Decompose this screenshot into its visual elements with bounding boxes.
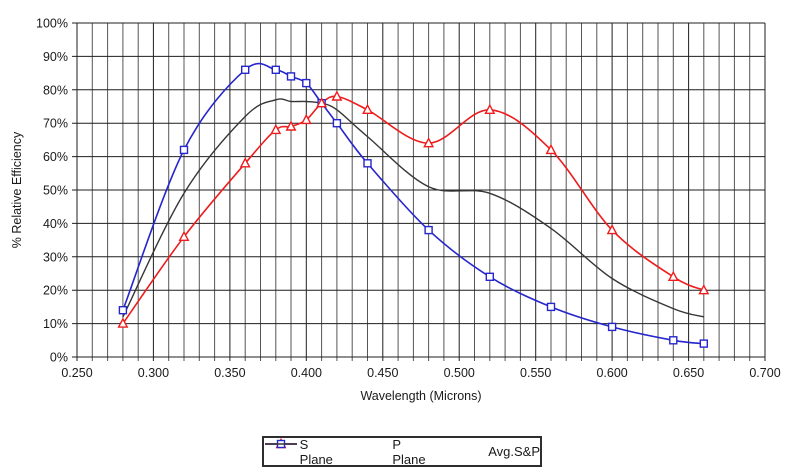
square-marker-icon: [669, 336, 678, 345]
triangle-marker-icon: [545, 143, 557, 155]
triangle-marker-icon: [270, 123, 282, 135]
x-tick-label: 0.300: [138, 366, 169, 380]
y-tick-label: 0%: [50, 351, 68, 365]
triangle-marker-icon: [362, 103, 373, 114]
y-tick-label: 90%: [43, 50, 68, 64]
legend-label-avg: Avg.S&P: [488, 444, 540, 459]
y-tick-label: 40%: [43, 217, 68, 231]
y-tick-label: 10%: [43, 317, 68, 331]
triangle-marker-icon: [117, 317, 129, 328]
legend: S Plane P Plane Avg.S&P: [262, 436, 542, 467]
x-tick-label: 0.550: [520, 366, 551, 380]
triangle-marker-icon: [667, 270, 679, 281]
y-tick-label: 60%: [43, 150, 68, 164]
y-tick-label: 20%: [43, 284, 68, 298]
square-marker-icon: [286, 72, 296, 81]
square-marker-icon: [179, 145, 189, 155]
x-tick-label: 0.250: [61, 366, 92, 380]
legend-item-avg: Avg.S&P: [265, 443, 540, 459]
triangle-marker-icon: [331, 90, 343, 101]
y-tick-label: 50%: [43, 184, 68, 198]
triangle-marker-icon: [423, 137, 435, 148]
x-tick-label: 0.650: [673, 366, 704, 380]
square-marker-icon: [363, 159, 372, 168]
x-tick-label: 0.700: [749, 366, 780, 380]
triangle-marker-icon: [300, 113, 312, 125]
p-plane-marker-icon: [265, 439, 388, 458]
square-marker-icon: [332, 118, 342, 128]
triangle-marker-icon: [316, 97, 328, 108]
square-marker-icon: [699, 339, 708, 348]
x-tick-label: 0.600: [596, 366, 627, 380]
square-marker-icon: [271, 65, 280, 75]
x-axis-title: Wavelength (Microns): [360, 389, 482, 403]
legend-label-p-plane: P Plane: [392, 436, 426, 467]
x-tick-label: 0.400: [291, 366, 322, 380]
square-marker-icon: [240, 65, 250, 75]
y-tick-label: 30%: [43, 250, 68, 264]
y-tick-label: 70%: [43, 117, 68, 131]
legend-label-s-plane: S Plane: [299, 436, 333, 467]
square-marker-icon: [302, 78, 311, 88]
square-marker-icon: [118, 306, 128, 315]
y-tick-label: 80%: [43, 83, 68, 97]
square-marker-icon: [424, 225, 433, 235]
avg-line-icon: [265, 443, 483, 458]
y-tick-label: 100%: [36, 17, 68, 31]
x-tick-label: 0.350: [214, 366, 245, 380]
triangle-marker-icon: [606, 224, 618, 235]
triangle-marker-icon: [484, 103, 496, 114]
x-tick-label: 0.500: [444, 366, 475, 380]
square-marker-icon: [546, 302, 556, 312]
triangle-marker-icon: [178, 230, 190, 241]
triangle-marker-icon: [698, 284, 710, 295]
triangle-marker-icon: [239, 157, 251, 168]
triangle-marker-icon: [285, 120, 297, 131]
square-marker-icon: [485, 272, 494, 281]
avg-s-p-curve: [122, 98, 704, 318]
legend-item-p-plane: P Plane: [265, 436, 433, 467]
y-axis-title: % Relative Efficiency: [10, 131, 24, 249]
x-tick-label: 0.450: [367, 366, 398, 380]
square-marker-icon: [607, 322, 617, 332]
